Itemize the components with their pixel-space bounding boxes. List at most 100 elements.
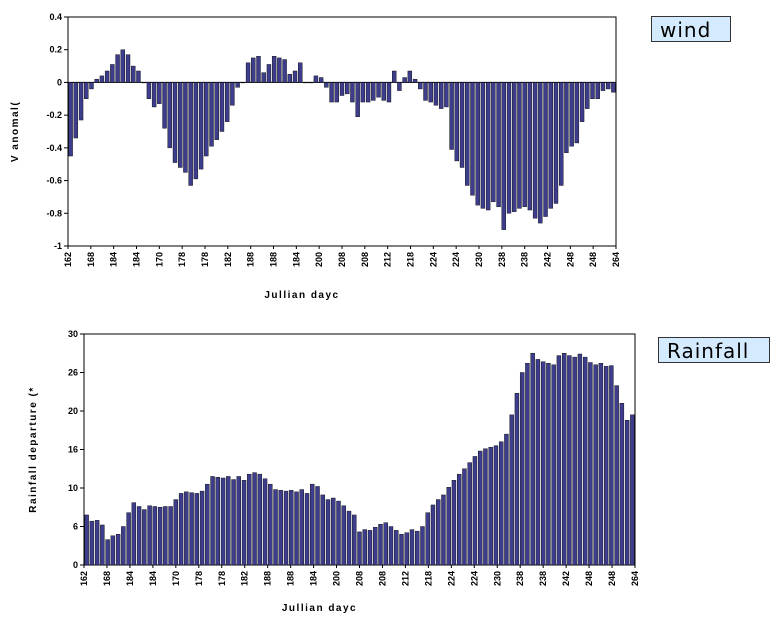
rain-xtick-label: 264	[630, 571, 640, 586]
wind-bar	[600, 82, 606, 91]
wind-ytick-label: 0.4	[49, 12, 62, 22]
rain-bar	[530, 353, 535, 566]
rain-bar	[399, 534, 404, 566]
wind-bar	[68, 82, 73, 157]
rain-xtick-label: 248	[584, 571, 594, 586]
wind-ytick-label: 0.2	[49, 45, 62, 55]
wind-bar	[84, 82, 89, 99]
rain-ytick-label: 6	[73, 522, 78, 532]
wind-bar	[449, 82, 454, 150]
wind-bar	[209, 82, 214, 147]
wind-bar	[506, 82, 512, 214]
rain-bar	[593, 364, 598, 566]
rain-xtick-label: 184	[309, 571, 319, 586]
wind-bar	[115, 54, 120, 83]
wind-bar	[470, 82, 475, 196]
wind-bar	[266, 64, 272, 83]
rain-bar	[178, 493, 184, 566]
wind-bar	[433, 82, 439, 106]
rainfall-label: Rainfall	[667, 339, 750, 363]
wind-bar	[94, 78, 99, 83]
rain-bar	[136, 506, 142, 566]
rain-bar	[257, 473, 262, 566]
wind-bar	[73, 82, 79, 139]
rain-ytick-label: 10	[68, 483, 78, 493]
rain-bar	[540, 361, 546, 566]
rain-xtick-label: 224	[469, 571, 479, 586]
wind-bar	[485, 82, 491, 211]
wind-bar	[480, 82, 486, 209]
rain-xtick-label: 230	[492, 571, 502, 586]
wind-bar	[381, 82, 386, 101]
wind-bar	[407, 70, 413, 83]
rain-bar	[173, 499, 179, 566]
wind-bar	[402, 77, 407, 83]
rain-bar	[299, 489, 304, 566]
wind-bar	[99, 75, 105, 83]
rain-bar	[289, 490, 294, 566]
wind-bar	[151, 82, 157, 108]
wind-ytick-label: -0.4	[46, 143, 62, 153]
rain-bar	[441, 494, 446, 566]
wind-xtick-label: 178	[200, 252, 210, 267]
rain-bar	[142, 509, 147, 566]
wind-bar	[188, 82, 193, 186]
rainfall-label-box: Rainfall	[658, 337, 770, 363]
rain-bar	[262, 478, 268, 566]
rain-bar	[199, 490, 205, 566]
rain-bar	[100, 524, 105, 566]
rain-xtick-label: 200	[332, 571, 342, 586]
rain-bar	[572, 356, 577, 566]
rain-bar	[157, 507, 163, 566]
rain-bar	[373, 527, 378, 566]
rain-bar	[252, 472, 257, 566]
rain-bar	[268, 483, 273, 566]
rain-bar	[478, 450, 483, 566]
rain-bar	[451, 480, 457, 566]
rain-bar	[609, 365, 614, 566]
rain-bar	[126, 512, 131, 566]
wind-bar	[423, 82, 428, 101]
wind-bar	[522, 82, 527, 207]
wind-xtick-label: 224	[428, 252, 438, 267]
wind-bar	[564, 82, 569, 153]
rain-bar	[367, 530, 373, 566]
rain-bar	[147, 505, 152, 566]
rain-bar	[519, 372, 525, 566]
rain-bar	[194, 493, 200, 566]
rain-bar	[425, 512, 430, 566]
wind-xtick-label: 208	[337, 252, 347, 267]
wind-bar	[501, 82, 506, 230]
rain-bar	[110, 535, 116, 566]
rain-bar	[336, 500, 341, 566]
rain-bar	[561, 353, 567, 566]
wind-bar	[167, 82, 172, 149]
rain-bar	[630, 414, 635, 566]
wind-bar	[172, 82, 178, 163]
wind-bar	[590, 82, 595, 99]
rain-bar	[472, 456, 478, 566]
wind-bar	[251, 57, 256, 83]
rain-bar	[436, 499, 441, 566]
wind-bar	[104, 70, 110, 83]
wind-bar	[198, 82, 204, 170]
wind-bar	[204, 82, 209, 157]
rain-ytick-label: 30	[68, 329, 78, 339]
rain-bar	[310, 483, 315, 566]
wind-bar	[256, 56, 261, 83]
rain-bar	[325, 499, 331, 566]
wind-xtick-label: 182	[223, 252, 233, 267]
rain-bar	[567, 355, 572, 566]
rain-bar	[551, 364, 556, 566]
rain-xtick-label: 178	[194, 571, 204, 586]
rain-bar	[535, 359, 541, 566]
wind-bar	[183, 82, 188, 173]
wind-bar	[224, 82, 230, 122]
rain-xtick-label: 162	[79, 571, 89, 586]
rain-bar	[525, 363, 530, 566]
wind-bar	[365, 82, 371, 103]
wind-bar	[611, 82, 616, 93]
wind-ytick-label: -0.2	[46, 110, 62, 120]
rain-xtick-label: 224	[446, 571, 456, 586]
